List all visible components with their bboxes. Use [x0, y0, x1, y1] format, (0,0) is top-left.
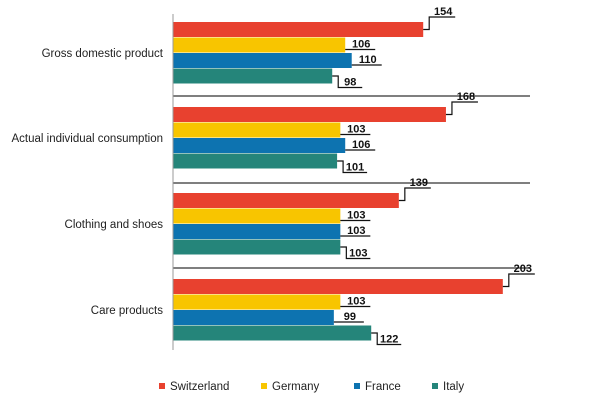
value-label-france-actual-individual-consumption: 106	[352, 139, 370, 151]
bar-switzerland-clothing-and-shoes	[173, 193, 399, 208]
legend-item-france: France	[354, 381, 401, 393]
legend-label-switzerland: Switzerland	[170, 381, 229, 393]
value-label-italy-care-products: 122	[380, 334, 398, 346]
category-label-actual-individual-consumption: Actual individual consumption	[11, 133, 163, 145]
bar-italy-clothing-and-shoes	[173, 239, 341, 255]
value-label-germany-care-products: 103	[347, 296, 365, 308]
legend-label-france: France	[365, 381, 401, 393]
bar-italy-actual-individual-consumption	[173, 153, 338, 169]
bar-italy-care-products	[173, 325, 372, 341]
bar-france-clothing-and-shoes	[173, 224, 341, 239]
bars	[173, 22, 503, 341]
value-label-france-gross-domestic-product: 110	[359, 54, 377, 66]
bar-germany-actual-individual-consumption	[173, 122, 341, 138]
value-leader-switzerland-gross-domestic-product	[423, 16, 456, 31]
bar-switzerland-care-products	[173, 279, 503, 294]
value-label-germany-clothing-and-shoes: 103	[347, 210, 365, 222]
value-label-switzerland-clothing-and-shoes: 139	[410, 177, 428, 189]
legend-item-italy: Italy	[432, 381, 464, 393]
category-label-care-products: Care products	[91, 305, 163, 317]
value-leader-switzerland-actual-individual-consumption	[445, 101, 478, 116]
bar-germany-clothing-and-shoes	[173, 208, 341, 224]
value-label-switzerland-gross-domestic-product: 154	[434, 6, 453, 18]
legend-label-germany: Germany	[272, 381, 320, 393]
value-label-france-clothing-and-shoes: 103	[347, 225, 365, 237]
legend-swatch-switzerland	[159, 383, 165, 389]
value-label-italy-gross-domestic-product: 98	[344, 77, 356, 89]
category-labels: Gross domestic product Actual individual …	[11, 48, 163, 317]
bar-switzerland-actual-individual-consumption	[173, 107, 446, 122]
legend-label-italy: Italy	[443, 381, 464, 393]
category-dividers	[173, 95, 530, 269]
value-label-germany-gross-domestic-product: 106	[352, 39, 370, 51]
bar-germany-gross-domestic-product	[173, 37, 346, 53]
category-label-clothing-and-shoes: Clothing and shoes	[65, 219, 164, 231]
value-leader-italy-clothing-and-shoes	[340, 246, 371, 260]
value-label-italy-clothing-and-shoes: 103	[349, 248, 367, 260]
bar-france-gross-domestic-product	[173, 53, 352, 68]
legend-item-germany: Germany	[261, 381, 320, 393]
bar-germany-care-products	[173, 294, 341, 310]
bar-italy-gross-domestic-product	[173, 68, 333, 84]
value-label-germany-actual-individual-consumption: 103	[347, 124, 365, 136]
legend-swatch-italy	[432, 383, 438, 389]
value-label-italy-actual-individual-consumption: 101	[346, 162, 364, 174]
value-leader-switzerland-clothing-and-shoes	[398, 187, 431, 202]
legend: Switzerland Germany France Italy	[159, 381, 464, 393]
bar-switzerland-gross-domestic-product	[173, 22, 424, 37]
bar-france-care-products	[173, 310, 334, 325]
value-label-switzerland-actual-individual-consumption: 168	[457, 91, 475, 103]
value-label-france-care-products: 99	[344, 311, 356, 323]
bar-france-actual-individual-consumption	[173, 138, 346, 153]
legend-item-switzerland: Switzerland	[159, 381, 229, 393]
value-leader-italy-actual-individual-consumption	[337, 160, 368, 174]
category-label-gross-domestic-product: Gross domestic product	[42, 48, 164, 60]
value-leader-italy-care-products	[371, 332, 402, 346]
value-leader-switzerland-care-products	[502, 273, 535, 288]
legend-swatch-france	[354, 383, 360, 389]
value-label-switzerland-care-products: 203	[514, 263, 532, 275]
legend-swatch-germany	[261, 383, 267, 389]
value-leader-italy-gross-domestic-product	[332, 75, 363, 89]
